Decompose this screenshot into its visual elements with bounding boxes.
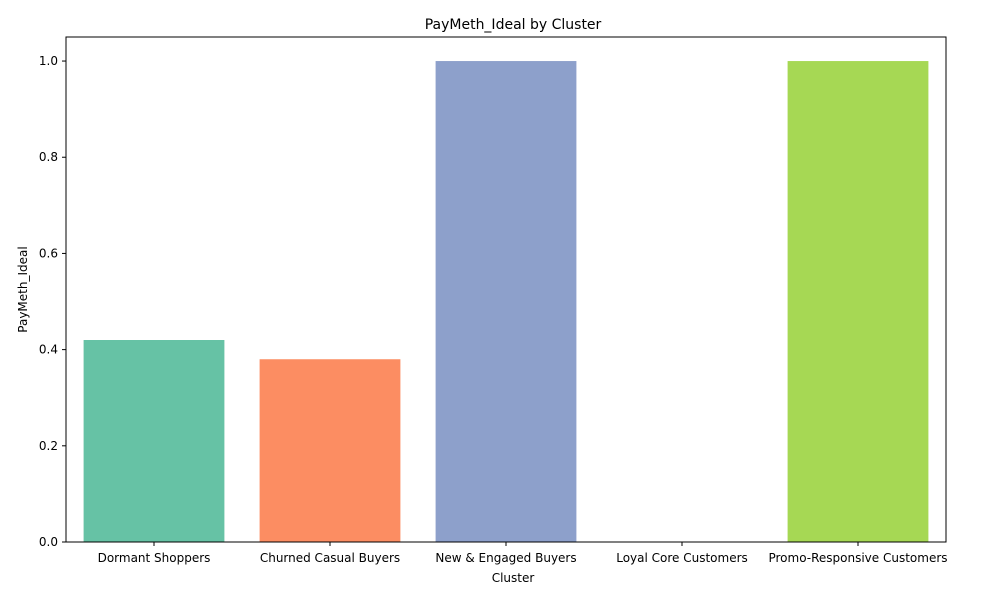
x-tick-label: New & Engaged Buyers — [435, 551, 576, 565]
bar-2 — [435, 61, 577, 543]
bar-1 — [259, 359, 401, 542]
x-tick-label: Dormant Shoppers — [98, 551, 211, 565]
y-tick-label: 0.4 — [39, 343, 58, 357]
y-tick-label: 0.6 — [39, 246, 58, 260]
y-tick-label: 1.0 — [39, 54, 58, 68]
chart-title: PayMeth_Ideal by Cluster — [425, 17, 602, 33]
y-tick-label: 0.2 — [39, 439, 58, 453]
x-tick-label: Promo-Responsive Customers — [768, 551, 947, 565]
y-tick-label: 0.0 — [39, 535, 58, 549]
x-tick-label: Churned Casual Buyers — [260, 551, 400, 565]
y-tick-label: 0.8 — [39, 150, 58, 164]
x-axis-label: Cluster — [492, 571, 535, 585]
x-tick-label: Loyal Core Customers — [616, 551, 748, 565]
y-axis-label: PayMeth_Ideal — [16, 246, 30, 332]
y-axis-ticks: 0.0 0.2 0.4 0.6 0.8 1.0 — [39, 54, 66, 549]
bar-0 — [83, 340, 225, 542]
plot-frame — [65, 36, 947, 543]
bars-group — [83, 61, 929, 543]
bar-4 — [787, 61, 929, 543]
x-axis-ticks: Dormant Shoppers Churned Casual Buyers New… — [98, 542, 948, 565]
